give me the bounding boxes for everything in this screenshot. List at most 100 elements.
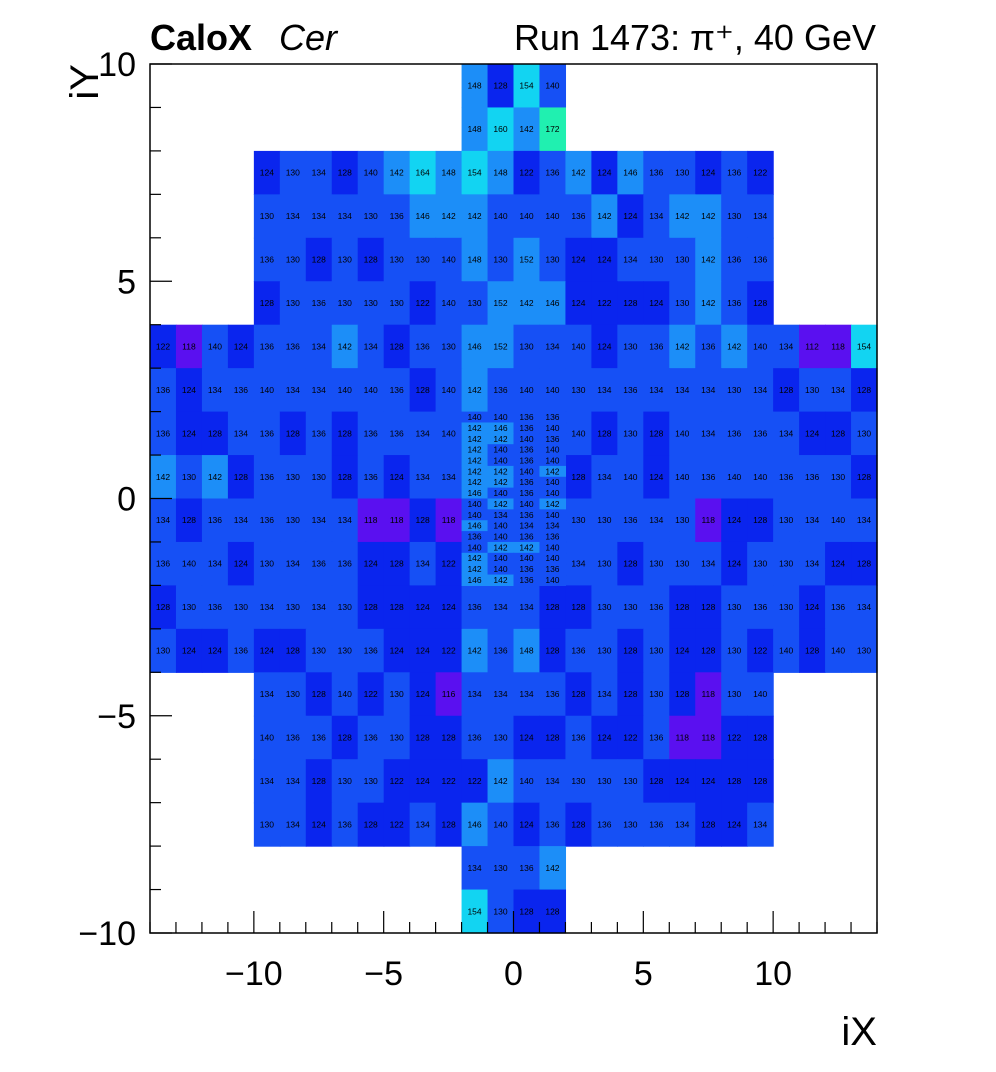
heatmap-cell: [617, 759, 644, 804]
cell-value-label: 122: [364, 689, 378, 699]
cell-value-label: 136: [701, 341, 715, 351]
heatmap-cell: [721, 802, 748, 847]
cell-value-label: 130: [727, 646, 741, 656]
heatmap-cell: [565, 628, 592, 673]
cell-value-label: 130: [727, 385, 741, 395]
cell-value-label: 148: [493, 168, 507, 178]
cell-value-label: 136: [649, 732, 663, 742]
heatmap-cell: [825, 411, 852, 456]
heatmap-cell: [539, 476, 567, 489]
heatmap-cell: [279, 672, 307, 717]
heatmap-cell: [799, 541, 826, 586]
heatmap-cell: [383, 368, 411, 413]
heatmap-cell: [331, 672, 359, 717]
heatmap-cell: [513, 563, 541, 576]
heatmap-cell: [305, 585, 333, 630]
heatmap-cell: [539, 531, 567, 543]
heatmap-cell: [747, 368, 774, 413]
cell-value-label: 130: [831, 472, 845, 482]
heatmap-cell: [669, 281, 696, 326]
heatmap-cell: [357, 237, 385, 282]
cell-value-label: 134: [493, 689, 507, 699]
heatmap-cell: [695, 628, 722, 673]
heatmap-cell: [591, 281, 618, 326]
heatmap-cell: [747, 628, 774, 673]
heatmap-cell: [669, 368, 696, 413]
x-tick-label: 10: [754, 955, 792, 993]
cell-value-label: 146: [467, 575, 481, 585]
heatmap-cell: [331, 715, 359, 760]
heatmap-cell: [721, 194, 748, 239]
cell-value-label: 164: [416, 168, 430, 178]
heatmap-cell: [799, 411, 826, 456]
heatmap-cell: [591, 715, 618, 760]
heatmap-cell: [539, 563, 567, 576]
heatmap-cell: [409, 715, 437, 760]
cell-value-label: 134: [234, 515, 248, 525]
heatmap-cell: [331, 628, 359, 673]
cell-value-label: 140: [364, 168, 378, 178]
heatmap-cell: [539, 324, 567, 369]
cell-value-label: 134: [675, 819, 689, 829]
cell-value-label: 130: [623, 341, 637, 351]
heatmap-cell: [331, 194, 359, 239]
heatmap-cell: [695, 715, 722, 760]
heatmap-cell: [565, 411, 592, 456]
heatmap-cell: [669, 150, 696, 195]
cell-value-label: 130: [675, 559, 689, 569]
heatmap-cell: [643, 715, 670, 760]
heatmap-cell: [617, 368, 644, 413]
cell-value-label: 124: [701, 168, 715, 178]
heatmap-cell: [643, 368, 670, 413]
cell-value-label: 136: [831, 602, 845, 612]
cell-value-label: 128: [416, 385, 430, 395]
heatmap-cell: [591, 194, 618, 239]
heatmap-cell: [695, 150, 722, 195]
cell-value-label: 130: [571, 776, 585, 786]
heatmap-cell: [305, 368, 333, 413]
cell-value-label: 124: [390, 472, 404, 482]
heatmap-cell: [331, 324, 359, 369]
heatmap-cell: [669, 802, 696, 847]
heatmap-cell: [513, 715, 541, 760]
cell-value-label: 154: [857, 341, 871, 351]
cell-value-label: 142: [467, 423, 481, 433]
heatmap-cell: [279, 194, 307, 239]
heatmap-cell: [383, 324, 411, 369]
heatmap-cell: [279, 628, 307, 673]
cell-value-label: 134: [312, 515, 326, 525]
heatmap-cell: [253, 715, 281, 760]
heatmap-cell: [383, 585, 411, 630]
cell-value-label: 134: [260, 602, 274, 612]
heatmap-cell: [773, 585, 800, 630]
heatmap-cell: [565, 237, 592, 282]
cell-value-label: 118: [442, 515, 456, 525]
cell-value-label: 128: [338, 168, 352, 178]
cell-value-label: 142: [467, 477, 481, 487]
cell-value-label: 142: [545, 499, 559, 509]
cell-value-label: 128: [234, 472, 248, 482]
heatmap-cell: [253, 498, 281, 543]
heatmap-cell: [669, 194, 696, 239]
cell-value-label: 130: [857, 646, 871, 656]
channel-label: Cer: [279, 17, 338, 58]
cell-value-label: 130: [675, 255, 689, 265]
heatmap-cell: [461, 552, 489, 565]
cell-value-label: 134: [753, 819, 767, 829]
cell-value-label: 130: [312, 472, 326, 482]
cell-value-label: 136: [312, 428, 326, 438]
cell-value-label: 134: [805, 559, 819, 569]
cell-value-label: 130: [182, 472, 196, 482]
cell-value-label: 148: [467, 255, 481, 265]
heatmap-cell: [539, 411, 567, 424]
cell-value-label: 130: [156, 646, 170, 656]
heatmap-cell: [461, 802, 489, 847]
heatmap-cell: [357, 194, 385, 239]
heatmap-cell: [409, 194, 437, 239]
heatmap-cell: [150, 541, 177, 586]
heatmap-cell: [487, 107, 515, 152]
cell-value-label: 118: [675, 732, 689, 742]
y-tick-label: 10: [98, 46, 136, 84]
cell-value-label: 130: [364, 298, 378, 308]
heatmap-cell: [643, 759, 670, 804]
